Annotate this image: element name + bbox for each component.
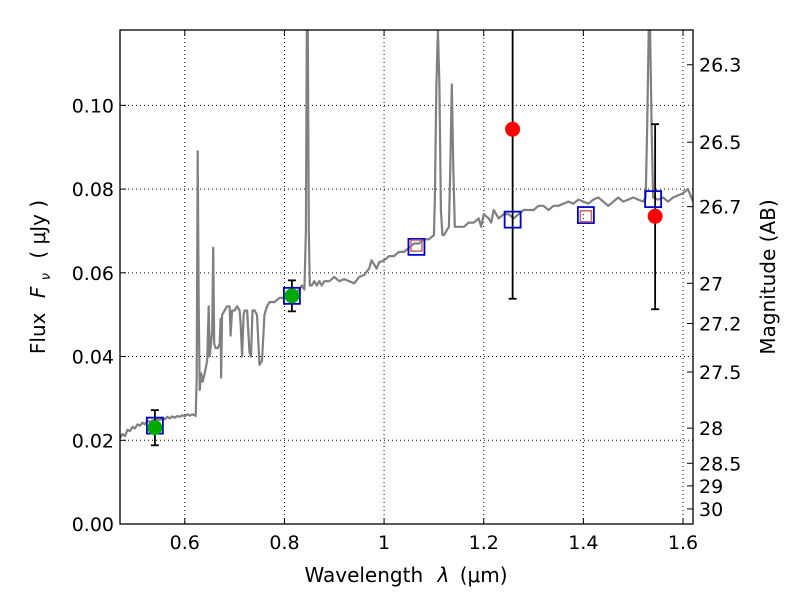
observed-flux-square xyxy=(410,239,423,252)
x-axis-label: Wavelength λ (μm) xyxy=(304,563,507,587)
y-tick-label: 0.10 xyxy=(72,95,114,117)
y2-tick-label: 27.2 xyxy=(699,313,741,335)
y2-axis-label: Magnitude (AB) xyxy=(756,199,780,354)
tick-labels: 0.6 0.8 1 1.2 1.4 1.6 0.00 0.02 0.04 0.06 0.08 0.10… xyxy=(72,55,742,554)
y-tick-label: 0.08 xyxy=(72,179,114,201)
observed-flux-point xyxy=(147,420,163,436)
x-tick-label: 1.4 xyxy=(568,532,598,554)
y-axis-label-subscript: ν xyxy=(39,273,54,280)
y-axis-label-symbol: F xyxy=(26,286,50,298)
y-tick-label: 0.02 xyxy=(72,430,114,452)
x-tick-label: 1.2 xyxy=(469,532,499,554)
x-tick-label: 0.6 xyxy=(170,532,200,554)
model-flux-square xyxy=(503,210,522,229)
series-layer xyxy=(120,30,693,447)
y2-tick-label: 26.7 xyxy=(699,197,741,219)
x-tick-label: 1 xyxy=(378,532,390,554)
y2-tick-label: 28 xyxy=(699,418,723,440)
model-flux-square xyxy=(407,237,426,256)
grid-lines xyxy=(120,30,693,524)
x-tick-label: 1.6 xyxy=(668,532,698,554)
y2-tick-label: 28.5 xyxy=(699,453,741,475)
model-flux-square xyxy=(282,286,301,305)
y-axis-label-unit: ( μJy ) xyxy=(26,200,50,259)
x-tick-label: 0.8 xyxy=(269,532,299,554)
plot-frame xyxy=(119,29,694,525)
y-tick-label: 0.04 xyxy=(72,347,114,369)
y-tick-label: 0.00 xyxy=(72,514,114,536)
observed-flux-point xyxy=(284,288,300,304)
observed-flux-point xyxy=(505,121,521,137)
x-axis-label-text: Wavelength xyxy=(304,563,423,587)
tick-marks xyxy=(120,30,693,525)
plot-area xyxy=(120,30,693,447)
observed-flux-point xyxy=(647,208,663,224)
y-axis-label-text: Flux xyxy=(26,312,50,354)
y2-tick-label: 26.5 xyxy=(699,132,741,154)
y2-tick-label: 30 xyxy=(699,499,723,521)
observed-flux-square xyxy=(579,210,593,223)
y2-tick-label: 26.3 xyxy=(699,55,741,77)
model-flux-square xyxy=(644,190,663,209)
model-spectrum-line xyxy=(120,30,693,439)
model-flux-square xyxy=(576,206,595,224)
y2-tick-label: 27 xyxy=(699,273,723,295)
y-axis-label: Flux F ν ( μJy ) xyxy=(26,200,55,354)
x-axis-label-symbol: λ xyxy=(437,563,450,587)
y-tick-label: 0.06 xyxy=(72,263,114,285)
y2-tick-label: 29 xyxy=(699,476,723,498)
y2-tick-label: 27.5 xyxy=(699,362,741,384)
x-axis-label-unit: (μm) xyxy=(460,563,508,587)
